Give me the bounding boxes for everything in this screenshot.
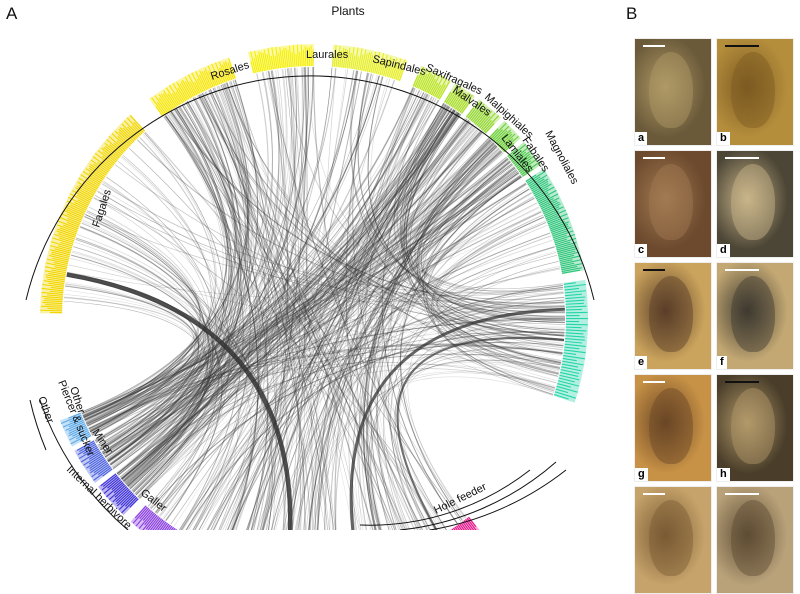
chord-link [306, 377, 552, 530]
scale-bar [725, 493, 759, 495]
leaf-shape [649, 52, 693, 128]
fossil-photo-c: c [634, 150, 712, 258]
photo-label: a [635, 132, 647, 145]
leaf-shape [649, 500, 693, 576]
panel-a: A Plants Fagales Rosales Laurales Sapind… [0, 0, 620, 530]
segment-right-block [554, 280, 588, 403]
fossil-photo-f: f [716, 262, 794, 370]
photo-label: d [717, 244, 730, 257]
fossil-photo-g: g [634, 374, 712, 482]
scale-bar [643, 269, 665, 271]
fossil-photo-d: d [716, 150, 794, 258]
leaf-shape [649, 276, 693, 352]
chord-link [394, 354, 561, 530]
photo-label: f [717, 356, 727, 369]
scale-bar [725, 269, 759, 271]
photo-label: h [717, 468, 730, 481]
leaf-shape [649, 388, 693, 464]
scale-bar [643, 45, 665, 47]
chord-link [398, 338, 564, 530]
photo-label: b [717, 132, 730, 145]
fossil-photo-b: b [716, 38, 794, 146]
leaf-shape [731, 164, 775, 240]
fossil-photo-h: h [716, 374, 794, 482]
fossil-photo [716, 486, 794, 594]
scale-bar [643, 381, 665, 383]
photo-label: g [635, 468, 648, 481]
panel-b-letter: B [626, 4, 637, 24]
scale-bar [643, 493, 665, 495]
photo-label: c [635, 244, 647, 257]
chord-diagram: Plants Fagales Rosales Laurales Sapindal… [0, 0, 620, 530]
leaf-shape [731, 276, 775, 352]
fossil-photo-e: e [634, 262, 712, 370]
plants-label: Plants [331, 4, 364, 18]
segment-fagales [40, 114, 145, 313]
scale-bar [725, 45, 759, 47]
scale-bar [643, 157, 665, 159]
fossil-photo-a: a [634, 38, 712, 146]
panel-b: B a b c d e f g h [620, 0, 800, 530]
scale-bar [725, 381, 759, 383]
outer-label-other: Other [35, 395, 56, 425]
fossil-photo [634, 486, 712, 594]
leaf-shape [731, 500, 775, 576]
leaf-shape [731, 388, 775, 464]
leaf-shape [731, 52, 775, 128]
order-label-laurales: Laurales [306, 49, 349, 61]
photo-label: e [635, 356, 647, 369]
scale-bar [725, 157, 759, 159]
leaf-shape [649, 164, 693, 240]
